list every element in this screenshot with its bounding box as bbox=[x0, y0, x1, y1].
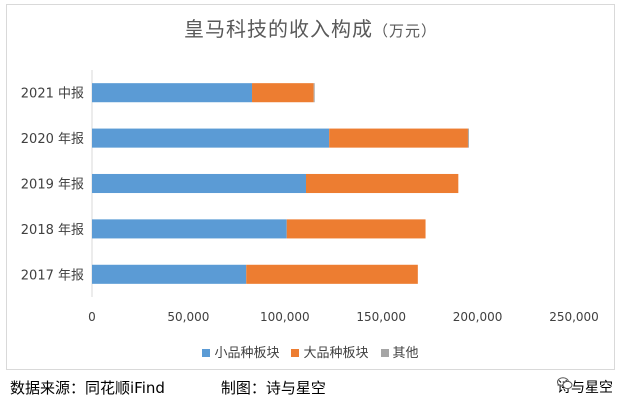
x-tick-label: 0 bbox=[88, 310, 96, 324]
legend-item: 其他 bbox=[380, 342, 419, 361]
bar-segment bbox=[92, 173, 307, 194]
bar-segment bbox=[286, 219, 426, 239]
category-label: 2017 年报 bbox=[21, 268, 84, 283]
chart-title: 皇马科技的收入构成（万元） bbox=[7, 13, 614, 42]
x-tick-label: 150,000 bbox=[356, 310, 406, 324]
legend-swatch bbox=[291, 349, 300, 357]
bar-segment bbox=[246, 264, 418, 284]
legend-swatch bbox=[380, 349, 389, 357]
bar-segment bbox=[306, 173, 459, 194]
chart-title-unit: （万元） bbox=[372, 22, 437, 40]
legend-label: 小品种板块 bbox=[214, 346, 280, 361]
bar-segment bbox=[92, 264, 247, 284]
chart-title-main: 皇马科技的收入构成 bbox=[183, 17, 373, 41]
x-tick-label: 250,000 bbox=[549, 310, 599, 324]
legend: 小品种板块 大品种板块 其他 bbox=[7, 342, 614, 361]
legend-item: 大品种板块 bbox=[291, 342, 369, 361]
bar-segment bbox=[467, 128, 469, 148]
watermark: 诗与星空 bbox=[557, 377, 613, 397]
source-note: 数据来源：同花顺iFind bbox=[10, 379, 165, 397]
x-tick-label: 50,000 bbox=[167, 310, 209, 324]
legend-item: 小品种板块 bbox=[202, 342, 279, 361]
plot-area: 2017 年报 2018 年报 2019 年报 2020 年报 2021 中报 0 50,0… bbox=[21, 70, 599, 324]
wechat-icon bbox=[557, 377, 573, 390]
legend-label: 大品种板块 bbox=[303, 346, 369, 361]
category-label: 2019 年报 bbox=[21, 178, 84, 193]
category-label: 2020 年报 bbox=[21, 132, 84, 147]
bar-segment bbox=[329, 128, 468, 148]
x-tick-label: 100,000 bbox=[260, 310, 310, 324]
bar-segment bbox=[92, 128, 330, 148]
footer: 数据来源：同花顺iFind 制图：诗与星空 bbox=[10, 377, 382, 398]
bar-segment bbox=[92, 83, 253, 103]
category-label: 2021 中报 bbox=[21, 87, 84, 102]
bar-segment bbox=[313, 83, 315, 103]
x-tick-label: 200,000 bbox=[453, 310, 503, 324]
category-label: 2018 年报 bbox=[21, 223, 84, 238]
bar-segment bbox=[252, 83, 314, 103]
bar-segment bbox=[92, 219, 287, 239]
legend-swatch bbox=[202, 349, 211, 357]
chart-frame: 皇马科技的收入构成（万元） 2017 年报 2018 年报 2019 年报 2020 … bbox=[6, 4, 615, 370]
author-note: 制图：诗与星空 bbox=[220, 379, 326, 397]
legend-label: 其他 bbox=[392, 346, 419, 361]
